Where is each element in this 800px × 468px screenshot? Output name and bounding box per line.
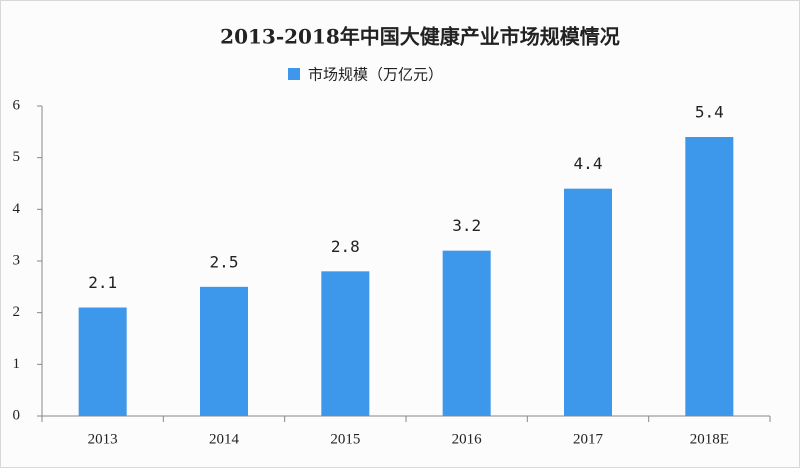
bar	[685, 137, 734, 416]
data-label: 2.8	[331, 237, 360, 256]
y-tick-label: 6	[13, 97, 21, 113]
y-tick-label: 3	[13, 252, 21, 268]
bar	[78, 307, 127, 416]
y-tick-label: 0	[13, 407, 21, 423]
y-tick-label: 4	[13, 201, 21, 217]
x-tick-label: 2015	[330, 431, 360, 447]
x-tick-label: 2013	[88, 431, 118, 447]
bar	[564, 188, 612, 416]
y-tick-label: 2	[13, 304, 21, 320]
data-label: 2.5	[210, 252, 239, 271]
bar	[321, 271, 370, 416]
bar	[442, 250, 491, 416]
data-label: 5.4	[695, 103, 724, 122]
data-label: 2.1	[88, 273, 117, 292]
x-tick-label: 2014	[209, 431, 240, 447]
x-tick-label: 2018E	[690, 431, 729, 447]
bar	[200, 286, 248, 416]
legend-swatch	[288, 68, 300, 80]
y-tick-label: 1	[13, 356, 21, 372]
chart-title: 2013-2018年中国大健康产业市场规模情况	[220, 25, 620, 49]
y-tick-label: 5	[13, 149, 21, 165]
legend-label: 市场规模（万亿元）	[308, 66, 443, 84]
data-label: 4.4	[574, 154, 603, 173]
data-label: 3.2	[452, 216, 481, 235]
x-tick-label: 2017	[573, 431, 604, 447]
x-tick-label: 2016	[452, 431, 483, 447]
